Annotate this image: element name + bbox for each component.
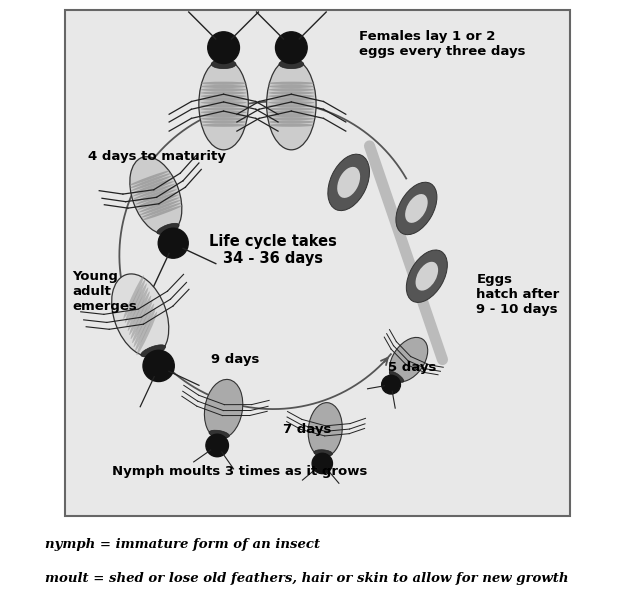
Ellipse shape [268, 88, 314, 91]
Ellipse shape [267, 59, 316, 150]
Ellipse shape [200, 98, 246, 101]
Ellipse shape [200, 107, 246, 111]
Ellipse shape [200, 117, 246, 120]
Ellipse shape [268, 120, 314, 123]
Ellipse shape [199, 59, 248, 150]
Ellipse shape [130, 156, 182, 234]
Ellipse shape [130, 173, 171, 188]
Ellipse shape [268, 98, 314, 101]
Ellipse shape [139, 197, 180, 213]
Ellipse shape [134, 304, 154, 347]
Ellipse shape [268, 85, 314, 88]
Ellipse shape [279, 59, 304, 69]
Circle shape [206, 434, 228, 456]
Ellipse shape [268, 107, 314, 111]
Text: moult = shed or lose old feathers, hair or skin to allow for new growth: moult = shed or lose old feathers, hair … [45, 571, 568, 585]
Ellipse shape [268, 111, 314, 114]
Ellipse shape [268, 81, 314, 85]
Ellipse shape [135, 186, 176, 202]
Ellipse shape [157, 223, 179, 234]
Ellipse shape [268, 91, 314, 95]
Text: 9 days: 9 days [211, 353, 259, 366]
Ellipse shape [140, 200, 180, 215]
Ellipse shape [131, 295, 151, 339]
Ellipse shape [308, 403, 342, 457]
Ellipse shape [137, 192, 178, 207]
Circle shape [158, 228, 188, 258]
Ellipse shape [204, 379, 243, 439]
Ellipse shape [138, 195, 179, 210]
Ellipse shape [268, 95, 314, 98]
Ellipse shape [200, 104, 246, 107]
Ellipse shape [396, 182, 437, 235]
Ellipse shape [133, 181, 174, 196]
Circle shape [381, 375, 401, 394]
Ellipse shape [125, 279, 145, 323]
Ellipse shape [337, 167, 360, 198]
Ellipse shape [211, 59, 236, 69]
Ellipse shape [200, 81, 246, 85]
Ellipse shape [314, 450, 332, 456]
Text: Females lay 1 or 2
eggs every three days: Females lay 1 or 2 eggs every three days [359, 31, 525, 58]
Ellipse shape [405, 194, 428, 223]
Ellipse shape [268, 114, 314, 117]
Ellipse shape [268, 104, 314, 107]
Ellipse shape [328, 154, 369, 211]
Text: 4 days to maturity: 4 days to maturity [88, 150, 226, 163]
Text: Life cycle takes
34 - 36 days: Life cycle takes 34 - 36 days [209, 234, 337, 267]
Ellipse shape [209, 430, 229, 438]
Circle shape [208, 32, 239, 63]
Ellipse shape [200, 85, 246, 88]
Ellipse shape [129, 170, 170, 186]
Text: 7 days: 7 days [283, 423, 331, 437]
Ellipse shape [200, 91, 246, 95]
Circle shape [312, 453, 332, 474]
Text: nymph = immature form of an insect: nymph = immature form of an insect [45, 538, 320, 551]
Ellipse shape [390, 337, 428, 382]
Ellipse shape [134, 184, 175, 199]
Text: Eggs
hatch after
9 - 10 days: Eggs hatch after 9 - 10 days [476, 273, 559, 316]
Ellipse shape [200, 123, 246, 127]
Ellipse shape [126, 283, 147, 327]
Ellipse shape [132, 300, 153, 343]
Ellipse shape [200, 120, 246, 123]
Ellipse shape [200, 114, 246, 117]
Ellipse shape [141, 202, 182, 218]
Ellipse shape [124, 276, 144, 319]
Ellipse shape [415, 262, 438, 291]
Text: Nymph moults 3 times as it grows: Nymph moults 3 times as it grows [111, 465, 367, 478]
Ellipse shape [389, 371, 404, 382]
Ellipse shape [128, 288, 148, 331]
Ellipse shape [131, 176, 172, 191]
Ellipse shape [200, 101, 246, 104]
Ellipse shape [200, 88, 246, 91]
Circle shape [143, 350, 174, 382]
Ellipse shape [111, 274, 169, 356]
Ellipse shape [268, 101, 314, 104]
Ellipse shape [268, 123, 314, 127]
Ellipse shape [141, 345, 166, 357]
Circle shape [275, 32, 307, 63]
Ellipse shape [132, 179, 173, 193]
Ellipse shape [136, 189, 177, 204]
Ellipse shape [406, 250, 447, 302]
Ellipse shape [136, 311, 157, 355]
Text: Young
adult
emerges: Young adult emerges [72, 270, 137, 313]
Ellipse shape [200, 95, 246, 98]
Text: 5 days: 5 days [388, 361, 436, 374]
Ellipse shape [200, 111, 246, 114]
Ellipse shape [129, 292, 150, 335]
Ellipse shape [268, 117, 314, 120]
Ellipse shape [141, 205, 182, 220]
Ellipse shape [135, 308, 156, 351]
